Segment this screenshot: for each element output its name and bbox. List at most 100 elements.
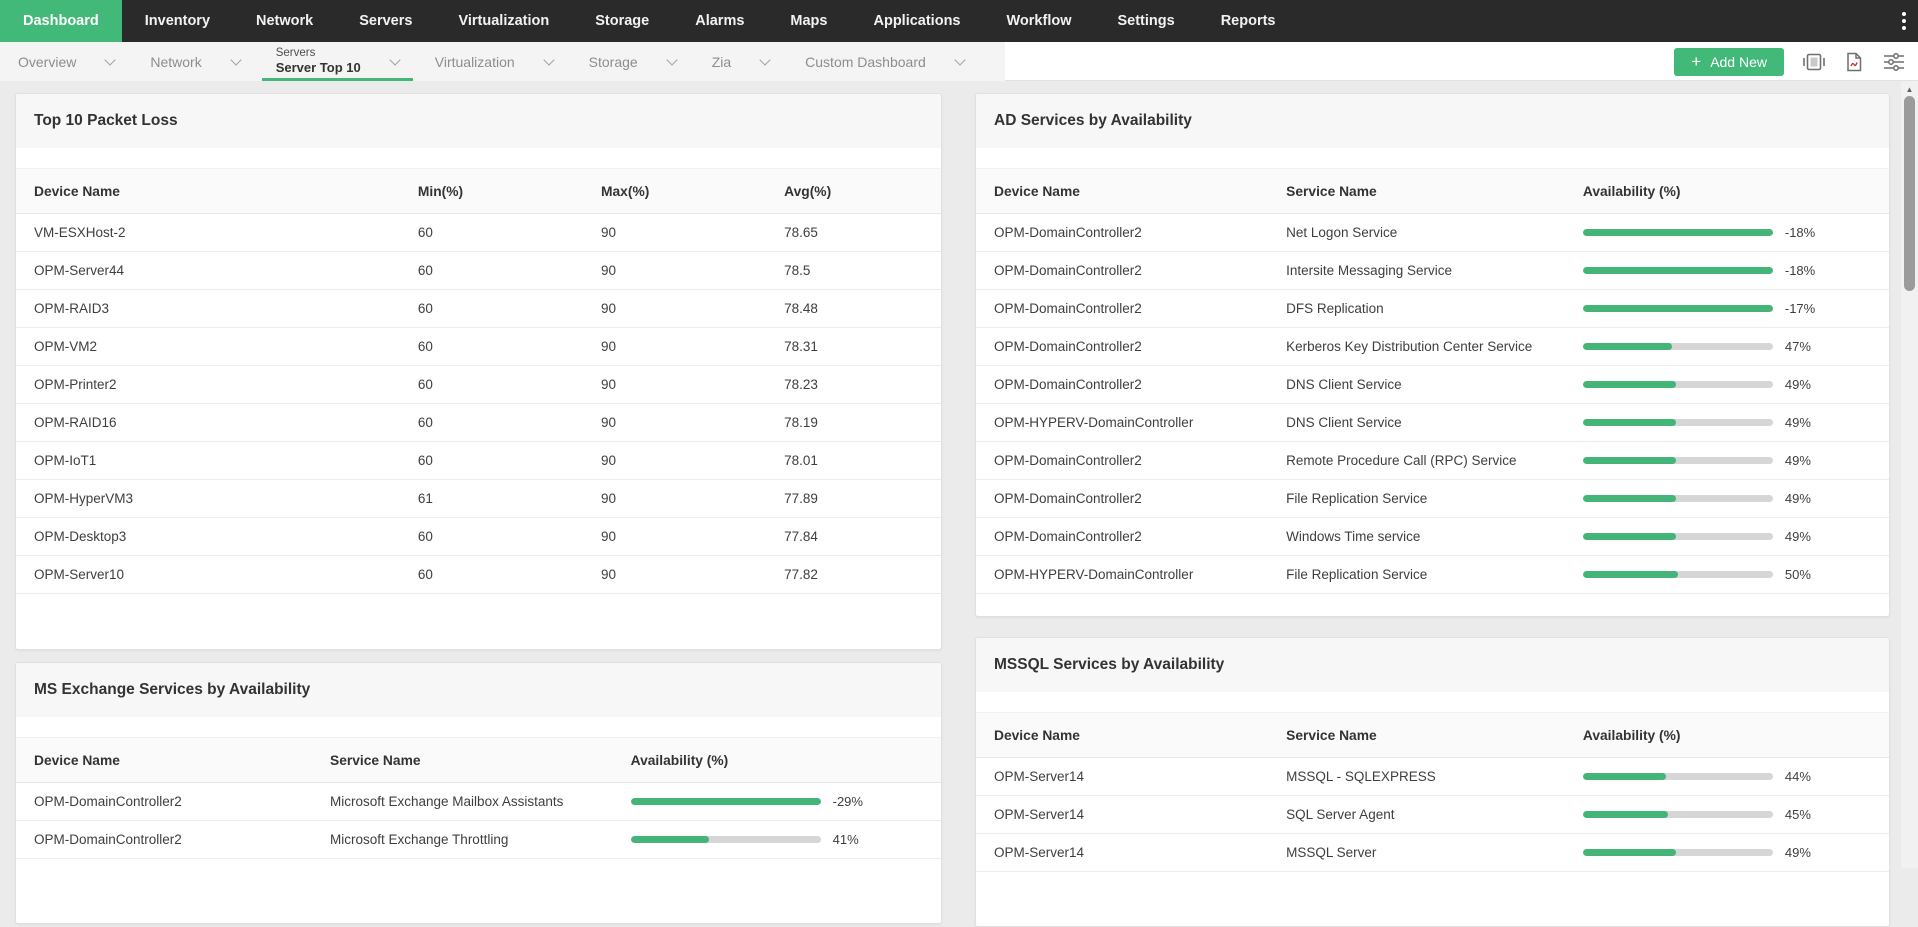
max-cell: 90 [601,263,617,278]
nav-item-maps[interactable]: Maps [790,13,828,29]
table-row[interactable]: OPM-DomainController2 Kerberos Key Distri… [976,328,1889,366]
tab-custom-dashboard[interactable]: Custom Dashboard [787,42,982,81]
service-name-cell: SQL Server Agent [1286,807,1395,822]
chevron-down-icon[interactable] [666,54,678,66]
add-new-button[interactable]: + Add New [1674,47,1784,76]
dashboard-tabstrip: Overview Network Servers Server Top 10 V… [0,42,1005,81]
table-row[interactable]: OPM-IoT1 60 90 78.01 [16,442,941,480]
device-name-cell: OPM-DomainController2 [994,339,1142,354]
table-row[interactable]: OPM-HYPERV-DomainController File Replicat… [976,556,1889,594]
scroll-up-arrow-icon[interactable]: ▲ [1905,85,1914,94]
export-pdf-icon[interactable] [1844,51,1864,73]
min-cell: 60 [417,263,433,278]
display-settings-sliders-icon[interactable] [1882,51,1906,73]
table-row[interactable]: OPM-DomainController2 Remote Procedure Ca… [976,442,1889,480]
device-name-cell: OPM-HyperVM3 [34,491,134,506]
chevron-down-icon[interactable] [954,54,966,66]
nav-item-inventory[interactable]: Inventory [144,13,211,29]
table-row[interactable]: OPM-RAID3 60 90 78.48 [16,290,941,328]
device-name-cell: OPM-Server14 [994,845,1085,860]
availability-cell: -17% [1565,301,1889,316]
device-name-cell: OPM-Desktop3 [34,529,127,544]
tab-server-top-10[interactable]: Servers Server Top 10 [258,42,417,81]
more-options-kebab-icon[interactable] [1898,0,1910,42]
availability-cell: 41% [613,832,941,847]
chevron-down-icon[interactable] [542,54,555,66]
table-header: Device Name Service Name Availability (%… [976,712,1889,758]
availability-cell: 49% [1565,529,1889,544]
availability-progress-bar [1582,267,1773,274]
column-header-service-name: Service Name [1286,183,1377,199]
table-row[interactable]: OPM-DomainController2 DFS Replication -17% [976,290,1889,328]
table-row[interactable]: OPM-DomainController2 Intersite Messaging… [976,252,1889,290]
table-row[interactable]: OPM-Server14 MSSQL - SQLEXPRESS 44% [976,758,1889,796]
device-name-cell: OPM-Server14 [994,807,1085,822]
min-cell: 60 [417,529,433,544]
column-header-max: Max(%) [601,183,650,199]
min-cell: 60 [417,377,433,392]
tab-virtualization[interactable]: Virtualization [417,42,571,81]
slideshow-view-icon[interactable] [1802,51,1826,73]
device-name-cell: OPM-DomainController2 [994,301,1142,316]
table-row[interactable]: OPM-Server44 60 90 78.5 [16,252,941,290]
nav-item-applications[interactable]: Applications [873,13,961,29]
nav-item-storage[interactable]: Storage [595,13,650,29]
chevron-down-icon[interactable] [230,54,242,66]
table-row[interactable]: OPM-DomainController2 File Replication Se… [976,480,1889,518]
table-row[interactable]: OPM-HYPERV-DomainController DNS Client Se… [976,404,1889,442]
service-name-cell: Net Logon Service [1286,225,1398,240]
availability-cell: 49% [1565,377,1889,392]
tab-label: Network [150,53,202,70]
nav-item-servers[interactable]: Servers [359,13,413,29]
table-row[interactable]: OPM-Server14 SQL Server Agent 45% [976,796,1889,834]
availability-value: 47% [1784,339,1811,354]
availability-progress-bar [1582,571,1773,578]
nav-item-reports[interactable]: Reports [1220,13,1276,29]
availability-progress-bar [630,798,821,805]
column-header-service-name: Service Name [1286,727,1377,743]
table-row[interactable]: OPM-DomainController2 Microsoft Exchange … [16,821,941,859]
availability-cell: 47% [1565,339,1889,354]
table-row[interactable]: OPM-DomainController2 Net Logon Service -1… [976,214,1889,252]
table-row[interactable]: OPM-HyperVM3 61 90 77.89 [16,480,941,518]
availability-progress-bar [1582,773,1773,780]
device-name-cell: VM-ESXHost-2 [34,225,126,240]
tab-storage[interactable]: Storage [571,42,694,81]
nav-item-workflow[interactable]: Workflow [1006,13,1072,29]
nav-item-virtualization[interactable]: Virtualization [458,13,550,29]
table-row[interactable]: OPM-DomainController2 DNS Client Service 4… [976,366,1889,404]
table-row[interactable]: OPM-Printer2 60 90 78.23 [16,366,941,404]
tab-network[interactable]: Network [132,42,257,81]
table-row[interactable]: OPM-DomainController2 Windows Time servic… [976,518,1889,556]
availability-cell: 45% [1565,807,1889,822]
table-row[interactable]: OPM-RAID16 60 90 78.19 [16,404,941,442]
availability-cell: 49% [1565,453,1889,468]
chevron-down-icon[interactable] [104,54,117,66]
nav-item-settings[interactable]: Settings [1117,13,1175,29]
device-name-cell: OPM-DomainController2 [34,794,182,809]
column-header-availability: Availability (%) [630,752,729,768]
min-cell: 60 [417,567,433,582]
table-row[interactable]: OPM-DomainController2 Microsoft Exchange … [16,783,941,821]
table-body: VM-ESXHost-2 60 90 78.65 OPM-Server44 60 90 78.… [16,214,941,594]
nav-item-dashboard[interactable]: Dashboard [0,0,122,42]
table-row[interactable]: OPM-Desktop3 60 90 77.84 [16,518,941,556]
availability-progress-bar [1582,533,1773,540]
table-row[interactable]: OPM-Server14 MSSQL Server 49% [976,834,1889,872]
nav-item-alarms[interactable]: Alarms [695,13,745,29]
nav-item-network[interactable]: Network [256,13,314,29]
table-row[interactable]: OPM-Server10 60 90 77.82 [16,556,941,594]
tab-overview[interactable]: Overview [0,42,132,81]
table-body: OPM-DomainController2 Microsoft Exchange … [16,783,941,859]
chevron-down-icon[interactable] [389,54,401,66]
tab-label: Overview [18,53,77,70]
tab-label: Storage [588,53,638,70]
table-row[interactable]: VM-ESXHost-2 60 90 78.65 [16,214,941,252]
availability-progress-bar [1582,849,1773,856]
scrollbar-thumb[interactable] [1904,96,1915,291]
tab-zia[interactable]: Zia [694,42,787,81]
table-row[interactable]: OPM-VM2 60 90 78.31 [16,328,941,366]
availability-cell: -29% [613,794,941,809]
availability-cell: -18% [1565,225,1889,240]
chevron-down-icon[interactable] [759,54,771,66]
